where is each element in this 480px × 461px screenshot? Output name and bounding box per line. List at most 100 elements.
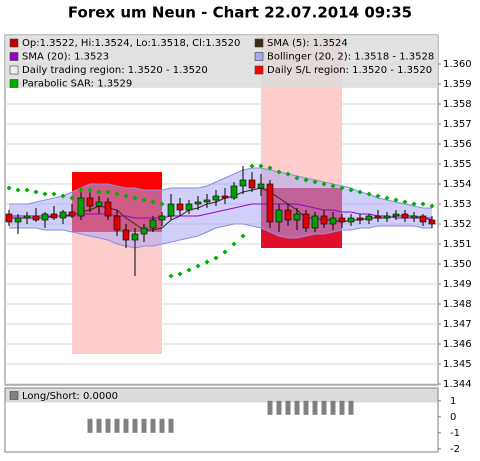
candle-body	[428, 219, 436, 225]
bar	[114, 418, 120, 433]
candle-body	[104, 201, 112, 217]
candle-body	[95, 201, 103, 207]
candle-body	[230, 185, 238, 199]
candle-body	[77, 197, 85, 217]
y-tick-label: 1.354	[443, 179, 472, 190]
candle-body	[257, 183, 265, 189]
sar-point	[141, 197, 147, 203]
y-tick-label: 1.349	[443, 279, 472, 290]
sar-point	[366, 191, 372, 197]
sar-point	[339, 185, 345, 191]
sar-point	[87, 187, 93, 193]
legend-swatch	[9, 38, 19, 48]
sar-point	[6, 185, 12, 191]
sar-point	[429, 203, 435, 209]
candle-body	[320, 215, 328, 225]
bar	[312, 400, 318, 415]
candle-body	[275, 209, 283, 223]
y-tick-label: 1.350	[443, 259, 472, 270]
y-tick-label: 1.353	[443, 199, 472, 210]
candle-body	[5, 213, 13, 223]
sar-point	[177, 271, 183, 277]
candle-body	[131, 233, 139, 241]
sar-point	[186, 267, 192, 273]
sar-point	[267, 165, 273, 171]
candle-body	[302, 213, 310, 229]
legend-swatch	[9, 79, 19, 88]
candle-body	[356, 217, 364, 221]
sar-point	[222, 249, 228, 255]
candle-body	[68, 211, 76, 217]
legend-swatch	[254, 38, 264, 48]
sar-point	[330, 183, 336, 189]
bar	[132, 418, 138, 433]
legend-label: Op:1.3522, Hi:1.3524, Lo:1.3518, Cl:1.35…	[22, 38, 240, 49]
candle-body	[176, 203, 184, 211]
candle-body	[140, 227, 148, 235]
candle-body	[113, 215, 121, 231]
candle-body	[419, 215, 427, 223]
y-tick-label: 1.352	[443, 219, 472, 230]
y-tick-label: 1.356	[443, 139, 472, 150]
bar	[294, 400, 300, 415]
bar	[330, 400, 336, 415]
sar-point	[276, 169, 282, 175]
legend-label: Long/Short: 0.0000	[22, 391, 118, 402]
sar-point	[15, 187, 21, 193]
sar-point	[375, 193, 381, 199]
sar-point	[348, 187, 354, 193]
legend-label: SMA (5): 1.3524	[267, 38, 348, 49]
sar-point	[123, 193, 129, 199]
sar-point	[384, 195, 390, 201]
y-tick-label: -2	[450, 444, 460, 455]
candle-body	[149, 219, 157, 229]
chart-title: Forex um Neun - Chart 22.07.2014 09:35	[68, 4, 412, 22]
sar-point	[312, 179, 318, 185]
candle-body	[14, 217, 22, 223]
sar-point	[411, 201, 417, 207]
bar	[339, 400, 345, 415]
sar-point	[150, 199, 156, 205]
sar-point	[96, 189, 102, 195]
bar	[303, 400, 309, 415]
sar-point	[420, 201, 426, 207]
candle-body	[338, 217, 346, 223]
candle-body	[365, 215, 373, 221]
sar-point	[204, 259, 210, 265]
sar-point	[393, 197, 399, 203]
sar-point	[168, 273, 174, 279]
sar-point	[51, 191, 57, 197]
legend-box	[5, 35, 438, 88]
sar-point	[285, 171, 291, 177]
y-tick-label: 1.355	[443, 159, 472, 170]
bar	[159, 418, 165, 433]
candle-body	[266, 183, 274, 223]
legend-box	[5, 388, 438, 403]
candle-body	[212, 195, 220, 201]
candle-body	[248, 179, 256, 189]
y-tick-label: 1.348	[443, 299, 472, 310]
candle-body	[41, 213, 49, 221]
sar-point	[78, 187, 84, 193]
bar	[321, 400, 327, 415]
legend-swatch	[9, 52, 19, 61]
bar	[105, 418, 111, 433]
legend-swatch	[9, 65, 19, 75]
bar	[123, 418, 129, 433]
candle-body	[59, 211, 67, 219]
y-tick-label: 1.344	[443, 379, 472, 390]
bar	[168, 418, 174, 433]
y-tick-label: 1	[450, 396, 456, 407]
candle-body	[86, 197, 94, 207]
bar	[141, 418, 147, 433]
candle-body	[185, 203, 193, 211]
sar-point	[195, 263, 201, 269]
candle-body	[284, 209, 292, 221]
candle-body	[383, 215, 391, 219]
sar-point	[69, 195, 75, 201]
sar-point	[402, 199, 408, 205]
sar-point	[114, 191, 120, 197]
legend-label: SMA (20): 1.3523	[22, 52, 109, 63]
candle-body	[410, 215, 418, 219]
